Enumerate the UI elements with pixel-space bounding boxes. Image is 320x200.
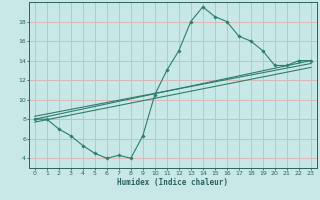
- X-axis label: Humidex (Indice chaleur): Humidex (Indice chaleur): [117, 178, 228, 187]
